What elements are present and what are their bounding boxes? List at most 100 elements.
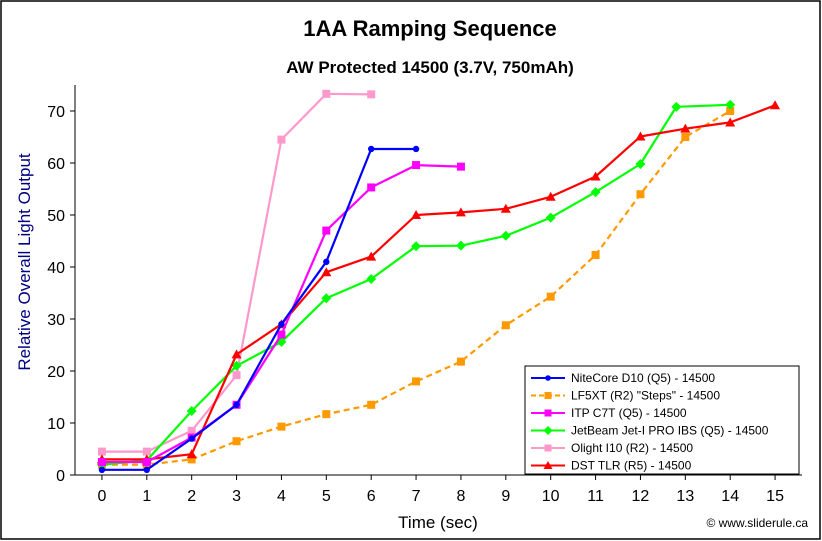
- y-tick-label: 10: [47, 416, 65, 433]
- data-point: [367, 90, 376, 99]
- data-point: [456, 162, 465, 171]
- series-0: [98, 145, 420, 473]
- data-point: [635, 159, 646, 170]
- x-tick-label: 3: [232, 488, 241, 505]
- data-point: [97, 447, 106, 456]
- data-point: [232, 371, 241, 380]
- x-tick-label: 2: [187, 488, 196, 505]
- data-point: [544, 409, 552, 417]
- data-point: [322, 89, 331, 98]
- data-point: [455, 240, 466, 251]
- data-point: [681, 133, 690, 141]
- data-point: [277, 422, 286, 431]
- data-point: [412, 377, 421, 386]
- series-line: [101, 104, 776, 461]
- data-point: [636, 190, 645, 199]
- x-tick-label: 4: [277, 488, 286, 505]
- data-point: [590, 171, 601, 181]
- x-tick-label: 6: [367, 488, 376, 505]
- data-point: [546, 292, 555, 301]
- data-point: [232, 437, 241, 446]
- y-tick-label: 20: [47, 364, 65, 381]
- data-point: [456, 357, 465, 366]
- x-tick-label: 12: [632, 488, 650, 505]
- data-point: [500, 203, 511, 213]
- data-point: [322, 410, 331, 419]
- data-point: [367, 183, 376, 192]
- x-tick-label: 5: [322, 488, 331, 505]
- legend-label: ITP C7T (Q5) - 14500: [571, 406, 687, 420]
- x-tick-label: 8: [456, 488, 465, 505]
- x-tick-label: 7: [412, 488, 421, 505]
- x-tick-label: 9: [501, 488, 510, 505]
- data-point: [545, 375, 551, 381]
- legend-entry: NiteCore D10 (Q5) - 14500: [531, 371, 715, 385]
- data-point: [187, 426, 196, 435]
- data-point: [500, 230, 511, 241]
- y-axis-title: Relative Overall Light Output: [15, 153, 34, 371]
- y-tick-label: 40: [47, 260, 65, 277]
- y-tick-label: 50: [47, 208, 65, 225]
- data-point: [545, 191, 556, 201]
- plot-series: [96, 89, 781, 473]
- data-point: [671, 101, 682, 112]
- data-point: [725, 99, 736, 110]
- data-point: [98, 466, 106, 473]
- data-point: [142, 447, 151, 456]
- credit-text: © www.sliderule.ca: [706, 516, 808, 530]
- legend-label: DST TLR (R5) - 14500: [571, 459, 692, 473]
- data-point: [233, 401, 240, 408]
- legend-label: NiteCore D10 (Q5) - 14500: [571, 371, 715, 385]
- y-tick-label: 30: [47, 312, 65, 329]
- series-4: [97, 89, 376, 456]
- data-point: [277, 330, 286, 339]
- data-point: [277, 135, 286, 144]
- data-point: [231, 349, 242, 359]
- legend: NiteCore D10 (Q5) - 14500 LF5XT (R2) "Ste…: [524, 365, 800, 475]
- data-point: [321, 267, 332, 277]
- data-point: [231, 360, 242, 371]
- data-point: [366, 273, 377, 284]
- legend-entry: LF5XT (R2) "Steps" - 14500: [531, 389, 720, 403]
- x-tick-label: 11: [587, 488, 604, 505]
- data-point: [545, 212, 556, 223]
- y-tick-label: 60: [47, 156, 65, 173]
- data-point: [726, 107, 735, 115]
- data-point: [186, 449, 197, 459]
- data-point: [544, 392, 552, 399]
- data-point: [366, 251, 377, 261]
- series-line: [101, 110, 731, 466]
- data-point: [455, 207, 466, 217]
- data-point: [411, 210, 422, 219]
- series-line: [101, 147, 417, 471]
- data-point: [367, 145, 375, 153]
- data-point: [591, 251, 600, 260]
- data-point: [142, 458, 151, 466]
- data-point: [412, 161, 421, 170]
- y-tick-label: 70: [47, 104, 65, 121]
- legend-entry: ITP C7T (Q5) - 14500: [531, 406, 687, 420]
- data-point: [143, 466, 151, 473]
- legend-label: JetBeam Jet-I PRO IBS (Q5) - 14500: [571, 424, 769, 438]
- data-point: [501, 321, 510, 330]
- legend-box: [524, 365, 800, 475]
- x-tick-label: 13: [676, 488, 694, 505]
- data-point: [188, 435, 195, 442]
- data-point: [725, 117, 736, 127]
- legend-entry: JetBeam Jet-I PRO IBS (Q5) - 14500: [531, 424, 769, 438]
- x-axis-title: Time (sec): [398, 513, 478, 532]
- x-tick-label: 10: [542, 488, 560, 505]
- legend-label: Olight I10 (R2) - 14500: [571, 441, 693, 455]
- data-point: [543, 426, 553, 435]
- data-point: [412, 145, 420, 153]
- data-point: [544, 444, 552, 452]
- y-tick-label: 0: [56, 468, 65, 485]
- data-point: [278, 321, 285, 328]
- data-point: [367, 400, 376, 409]
- data-point: [635, 131, 646, 141]
- chart-title: 1AA Ramping Sequence: [303, 16, 556, 41]
- x-tick-label: 1: [142, 488, 151, 505]
